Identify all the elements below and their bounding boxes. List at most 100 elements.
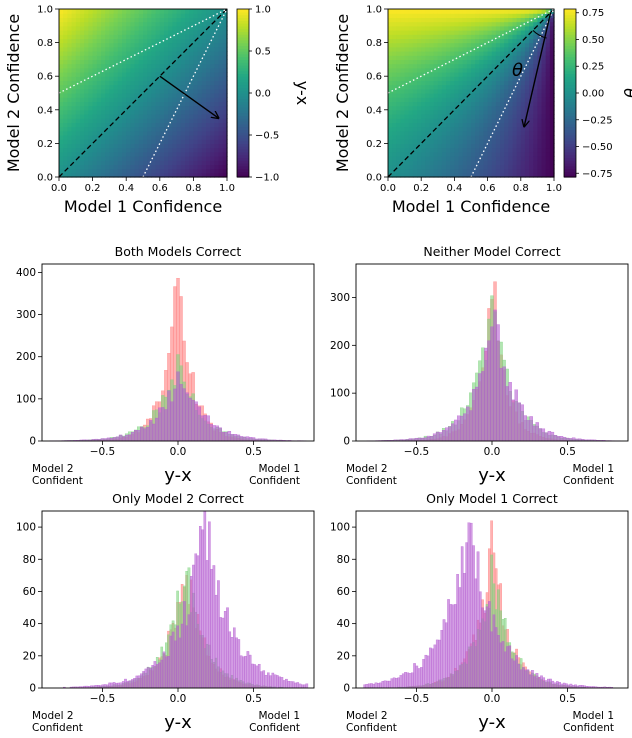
heatmap-cell <box>520 97 526 102</box>
heatmap-cell <box>214 34 220 39</box>
heatmap-cell <box>59 76 64 81</box>
heatmap-cell <box>425 25 431 31</box>
heatmap-cell <box>508 160 514 165</box>
heatmap-cell <box>164 80 169 86</box>
heatmap-cell <box>122 80 127 86</box>
heatmap-cell <box>189 160 194 165</box>
heatmap-cell <box>529 9 534 14</box>
heatmap-cell <box>549 135 555 140</box>
histogram-bar <box>415 665 419 689</box>
histogram-bar <box>117 682 120 689</box>
y-tick-label: 0.8 <box>366 38 382 49</box>
heatmap-cell <box>130 42 136 48</box>
heatmap-cell <box>210 30 215 35</box>
heatmap-cell <box>408 135 414 140</box>
heatmap-cell <box>396 67 402 73</box>
heatmap-cell <box>549 25 555 31</box>
heatmap-cell <box>105 46 110 52</box>
heatmap-cell <box>437 76 443 81</box>
x-tick-label: −0.5 <box>90 446 116 458</box>
histogram-bar <box>101 684 105 689</box>
heatmap-cell <box>396 164 402 170</box>
heatmap-cell <box>201 130 207 136</box>
heatmap-cell <box>59 130 64 136</box>
heatmap-cell <box>222 72 228 77</box>
heatmap-cell <box>471 72 476 77</box>
heatmap-cell <box>201 118 207 123</box>
heatmap-cell <box>63 55 68 60</box>
heatmap-cell <box>172 9 178 14</box>
heatmap-cell <box>504 156 509 161</box>
heatmap-cell <box>96 63 102 69</box>
heatmap-cell <box>524 130 530 136</box>
heatmap-cell <box>487 9 493 14</box>
heatmap-cell <box>88 9 94 14</box>
heatmap-cell <box>388 13 393 18</box>
heatmap-cell <box>512 63 518 69</box>
heatmap-cell <box>143 80 148 86</box>
histogram-bar <box>133 678 136 689</box>
heatmap-cell <box>63 126 68 132</box>
heatmap-cell <box>504 17 509 23</box>
heatmap-cell <box>164 67 169 73</box>
heatmap-cell <box>541 156 547 161</box>
heatmap-cell <box>404 172 410 178</box>
heatmap-cell <box>151 59 157 65</box>
histogram-bar <box>562 436 567 442</box>
heatmap-cell <box>218 63 224 69</box>
heatmap-cell <box>549 114 555 119</box>
heatmap-cell <box>408 25 414 31</box>
heatmap-cell <box>84 80 89 86</box>
heatmap-cell <box>185 21 190 27</box>
histogram-bar <box>162 651 166 689</box>
heatmap-cell <box>193 42 199 48</box>
heatmap-cell <box>491 55 497 60</box>
heatmap-cell <box>206 55 211 60</box>
heatmap-cell <box>425 122 431 128</box>
heatmap-cell <box>180 9 186 14</box>
heatmap-cell <box>512 130 518 136</box>
heatmap-cell <box>193 46 199 52</box>
heatmap-cell <box>113 151 119 157</box>
heatmap-cell <box>75 130 81 136</box>
y-tick-label: 200 <box>330 340 350 352</box>
heatmap-cell <box>197 164 203 170</box>
heatmap-cell <box>529 67 534 73</box>
heatmap-cell <box>487 30 493 35</box>
heatmap-cell <box>88 59 94 65</box>
histogram-bar <box>408 673 412 689</box>
heatmap-cell <box>408 21 414 27</box>
heatmap-cell <box>155 151 161 157</box>
heatmap-cell <box>458 130 464 136</box>
heatmap-cell <box>117 88 123 94</box>
heatmap-cell <box>71 25 77 31</box>
heatmap-cell <box>92 151 98 157</box>
heatmap-cell <box>222 122 228 128</box>
colorbar-segment <box>237 93 249 97</box>
heatmap-cell <box>529 80 534 86</box>
heatmap-cell <box>408 143 414 149</box>
heatmap-cell <box>185 118 190 123</box>
histogram-bar <box>494 627 498 689</box>
heatmap-cell <box>210 42 215 48</box>
heatmap-cell <box>105 72 110 77</box>
heatmap-cell <box>533 21 538 27</box>
colorbar-segment <box>237 171 249 175</box>
heatmap-cell <box>433 55 439 60</box>
heatmap-cell <box>466 156 472 161</box>
heatmap-cell <box>96 59 102 65</box>
heatmap-cell <box>545 139 551 144</box>
heatmap-cell <box>105 156 110 161</box>
heatmap-cell <box>67 51 73 56</box>
heatmap-cell <box>210 67 215 73</box>
heatmap-cell <box>117 72 123 77</box>
heatmap-cell <box>84 101 89 107</box>
histogram-bar <box>406 672 410 689</box>
heatmap-cell <box>189 151 194 157</box>
histogram-bar <box>262 670 266 689</box>
heatmap-cell <box>479 122 485 128</box>
heatmap-cell <box>508 30 514 35</box>
heatmap-cell <box>483 55 489 60</box>
heatmap-cell <box>218 97 224 102</box>
heatmap-cell <box>462 160 468 165</box>
